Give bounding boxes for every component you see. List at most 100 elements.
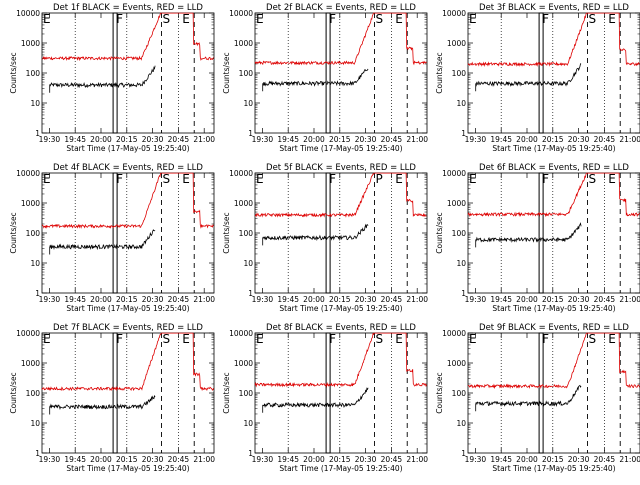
x-tick-label: 20:45	[594, 295, 616, 304]
flag-label: S	[589, 12, 597, 26]
x-axis-label: Start Time (17-May-05 19:25:40)	[66, 304, 189, 313]
flag-label: S	[376, 12, 384, 26]
lld-series	[254, 332, 427, 388]
y-tick-label: 100	[26, 229, 41, 238]
x-tick-label: 20:00	[90, 455, 112, 464]
y-axis-label: Counts/sec	[222, 372, 231, 413]
flag-label: F	[542, 332, 549, 346]
y-tick-label: 10	[30, 259, 40, 268]
x-tick-label: 21:00	[193, 455, 215, 464]
y-tick-label: 10000	[442, 9, 466, 18]
y-tick-label: 10000	[229, 329, 253, 338]
y-tick-label: 100	[239, 69, 254, 78]
flag-label: E	[182, 332, 190, 346]
detector-panel: Det 3f BLACK = Events, RED = LLD 1 10 100 10…	[435, 3, 640, 153]
flag-label: E	[395, 12, 403, 26]
panel-title: Det 4f BLACK = Events, RED = LLD	[53, 163, 203, 173]
y-tick-label: 1000	[234, 359, 253, 368]
panel-title: Det 1f BLACK = Events, RED = LLD	[53, 3, 203, 13]
solid-marker	[325, 172, 331, 294]
x-tick-label: 19:30	[252, 135, 274, 144]
x-tick-label: 20:30	[355, 295, 377, 304]
y-tick-label: 1000	[447, 359, 466, 368]
solid-marker	[538, 12, 544, 134]
y-tick-label: 10000	[229, 169, 253, 178]
x-tick-label: 20:30	[142, 295, 164, 304]
x-tick-label: 20:15	[329, 455, 351, 464]
solid-marker	[538, 332, 544, 454]
x-tick-label: 20:45	[594, 135, 616, 144]
detector-panel: Det 4f BLACK = Events, RED = LLD 1 10 100 10…	[9, 163, 215, 313]
x-tick-label: 21:00	[619, 455, 640, 464]
y-tick-label: 100	[26, 389, 41, 398]
x-tick-label: 20:30	[355, 135, 377, 144]
detector-panel: Det 5f BLACK = Events, RED = LLD 1 10 100 10…	[222, 163, 428, 313]
y-tick-label: 1000	[234, 39, 253, 48]
x-axis-label: Start Time (17-May-05 19:25:40)	[492, 304, 615, 313]
y-tick-label: 100	[239, 229, 254, 238]
x-tick-label: 20:45	[381, 295, 403, 304]
events-series	[262, 68, 369, 92]
x-tick-label: 19:45	[277, 295, 299, 304]
plot-frame	[467, 172, 640, 294]
flag-label: S	[589, 172, 597, 186]
flag-label: E	[608, 332, 616, 346]
flag-label: F	[329, 172, 336, 186]
y-tick-label: 1	[461, 449, 466, 458]
x-tick-label: 20:30	[568, 135, 590, 144]
x-tick-label: 19:45	[490, 295, 512, 304]
flag-label: E	[469, 332, 477, 346]
flag-label: S	[163, 172, 171, 186]
flag-label: S	[163, 12, 171, 26]
events-series	[49, 65, 156, 93]
y-tick-label: 10000	[442, 329, 466, 338]
lld-series	[254, 12, 427, 66]
x-tick-label: 21:00	[619, 135, 640, 144]
events-series	[262, 387, 369, 413]
x-tick-label: 19:30	[39, 135, 61, 144]
x-tick-label: 21:00	[619, 295, 640, 304]
y-tick-label: 1000	[21, 39, 40, 48]
panel-title: Det 8f BLACK = Events, RED = LLD	[266, 323, 416, 333]
x-tick-label: 20:45	[168, 455, 190, 464]
flag-label: P	[376, 172, 383, 186]
x-tick-label: 20:00	[90, 135, 112, 144]
lld-series	[254, 172, 427, 218]
solid-marker	[538, 172, 544, 294]
y-tick-label: 10	[30, 419, 40, 428]
flag-label: F	[542, 12, 549, 26]
y-axis-label: Counts/sec	[9, 372, 18, 413]
plot-frame	[41, 12, 215, 134]
y-tick-label: 10	[243, 259, 253, 268]
flag-label: S	[589, 332, 597, 346]
x-tick-label: 20:45	[168, 135, 190, 144]
detector-panel: Det 6f BLACK = Events, RED = LLD 1 10 100 10…	[435, 163, 640, 313]
flag-label: F	[116, 332, 123, 346]
lld-series	[467, 332, 640, 390]
solid-marker	[112, 332, 118, 454]
solid-marker	[325, 12, 331, 134]
x-tick-label: 21:00	[406, 295, 428, 304]
solid-marker	[325, 332, 331, 454]
detector-panel: Det 7f BLACK = Events, RED = LLD 1 10 100 10…	[9, 323, 215, 473]
lld-series	[41, 332, 214, 392]
x-tick-label: 21:00	[193, 135, 215, 144]
plot-frame	[254, 172, 428, 294]
panel-title: Det 5f BLACK = Events, RED = LLD	[266, 163, 416, 173]
lld-series	[41, 172, 214, 229]
x-axis-label: Start Time (17-May-05 19:25:40)	[66, 464, 189, 473]
plot-frame	[467, 12, 640, 134]
flag-label: E	[256, 12, 264, 26]
flag-label: E	[256, 172, 264, 186]
x-tick-label: 19:45	[490, 135, 512, 144]
x-tick-label: 21:00	[193, 295, 215, 304]
x-tick-label: 20:00	[303, 295, 325, 304]
x-axis-label: Start Time (17-May-05 19:25:40)	[279, 144, 402, 153]
y-tick-label: 10	[456, 419, 466, 428]
flag-label: F	[329, 332, 336, 346]
y-tick-label: 10000	[16, 329, 40, 338]
plot-frame	[41, 172, 215, 294]
events-series	[475, 384, 582, 412]
y-axis-label: Counts/sec	[9, 52, 18, 93]
flag-label: F	[116, 12, 123, 26]
